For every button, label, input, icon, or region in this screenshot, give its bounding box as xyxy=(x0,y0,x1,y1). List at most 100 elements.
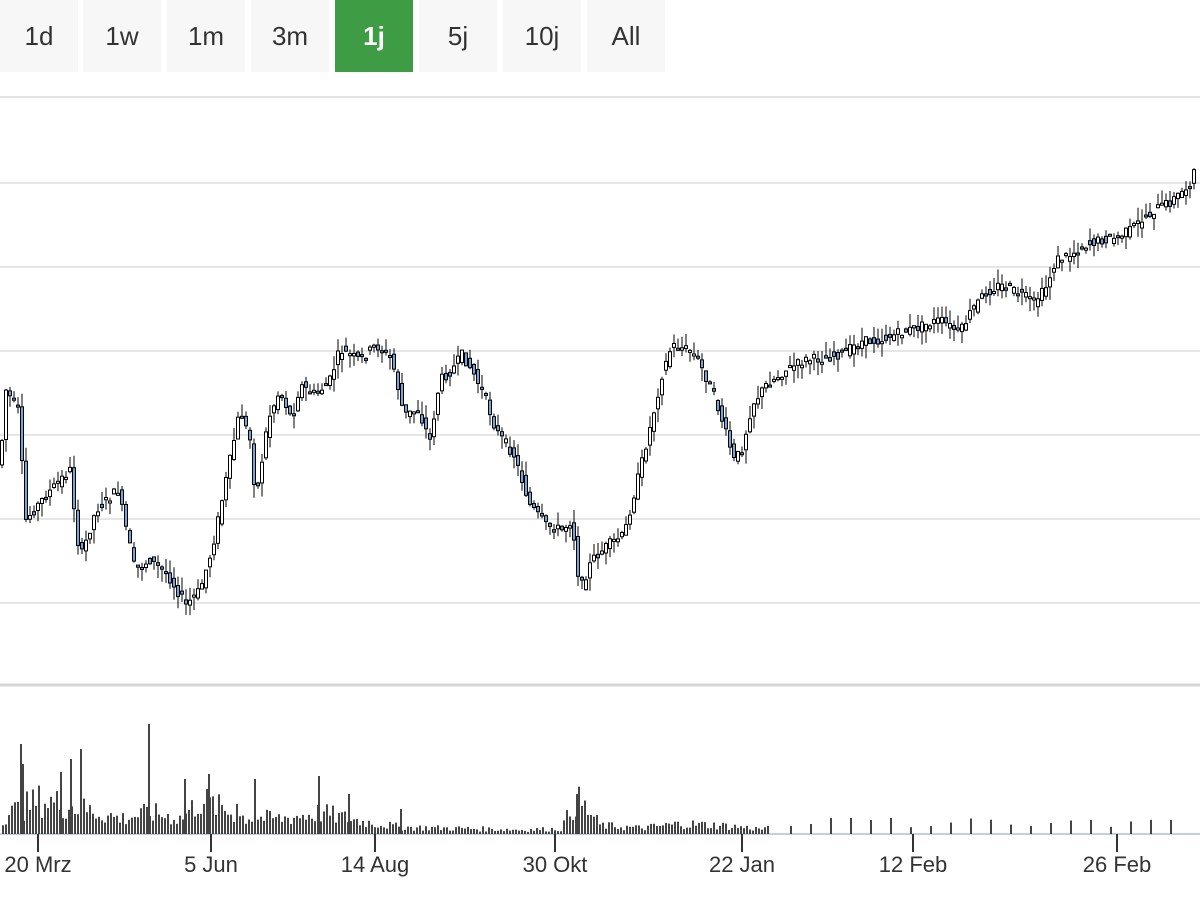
candle-body xyxy=(180,590,184,595)
volume-bar xyxy=(620,827,622,834)
candle-body xyxy=(332,369,336,380)
volume-bar xyxy=(80,749,82,834)
candle-body xyxy=(1172,196,1176,205)
candle-body xyxy=(716,400,720,412)
candle-body xyxy=(340,353,344,360)
candle-body xyxy=(1148,211,1152,217)
candle-body xyxy=(288,405,292,415)
volume-bar xyxy=(83,798,85,834)
volume-bar xyxy=(850,818,852,834)
volume-bar xyxy=(320,821,322,834)
candle-body xyxy=(588,562,592,579)
volume-bar xyxy=(110,813,112,834)
volume-bar xyxy=(632,826,634,834)
candle-body xyxy=(736,450,740,462)
candle-body xyxy=(512,447,516,458)
candle-body xyxy=(888,333,892,338)
candle-body xyxy=(808,360,812,365)
candle-body xyxy=(532,503,536,509)
volume-bar xyxy=(488,827,490,834)
candle-body xyxy=(108,500,112,504)
range-button-3m[interactable]: 3m xyxy=(251,0,329,72)
candle-body xyxy=(392,353,396,370)
candle-body xyxy=(252,443,256,485)
candle-body xyxy=(932,319,936,324)
volume-bar xyxy=(584,800,586,834)
volume-bar xyxy=(134,816,136,834)
range-button-10j[interactable]: 10j xyxy=(503,0,581,72)
volume-bar xyxy=(599,824,601,834)
candle-body xyxy=(1052,268,1056,273)
candle-body xyxy=(1140,221,1144,229)
candle-body xyxy=(872,337,876,344)
candle-body xyxy=(732,443,736,458)
candle-body xyxy=(792,365,796,371)
volume-bar xyxy=(239,816,241,834)
candle-body xyxy=(976,299,980,313)
candle-body xyxy=(236,416,240,440)
candle-body xyxy=(1056,255,1060,269)
volume-bar xyxy=(533,830,535,834)
candle-body xyxy=(660,378,664,396)
candle-body xyxy=(496,425,500,432)
volume-bar xyxy=(89,805,91,834)
volume-bar xyxy=(359,825,361,834)
volume-bar xyxy=(626,825,628,834)
candle-body xyxy=(900,334,904,339)
volume-bar xyxy=(476,829,478,834)
candle-body xyxy=(220,500,224,525)
candle-body xyxy=(948,323,952,329)
range-button-1d[interactable]: 1d xyxy=(0,0,78,72)
candle-body xyxy=(1116,235,1120,239)
volume-bar xyxy=(758,828,760,834)
candle-body xyxy=(116,492,120,496)
candle-body xyxy=(868,338,872,345)
candle-body xyxy=(148,557,152,565)
volume-bar xyxy=(653,823,655,834)
range-button-5j[interactable]: 5j xyxy=(419,0,497,72)
candle-body xyxy=(276,395,280,411)
volume-bar xyxy=(464,828,466,834)
candle-body xyxy=(1020,288,1024,293)
candle-body xyxy=(384,349,388,353)
volume-bar xyxy=(191,800,193,834)
volume-bar xyxy=(581,805,583,834)
candle-body xyxy=(320,389,324,395)
candle-body xyxy=(864,336,868,346)
range-button-all[interactable]: All xyxy=(587,0,665,72)
volume-bar xyxy=(509,830,511,834)
volume-bar xyxy=(611,822,613,834)
candle-body xyxy=(968,310,972,320)
volume-bar xyxy=(458,826,460,834)
candle-body xyxy=(740,452,744,456)
volume-bar xyxy=(530,828,532,834)
candle-body xyxy=(956,327,960,331)
candle-body xyxy=(448,371,452,377)
candle-body xyxy=(1088,240,1092,246)
candle-body xyxy=(720,405,724,422)
volume-bar xyxy=(221,805,223,834)
range-button-1m[interactable]: 1m xyxy=(167,0,245,72)
volume-bar xyxy=(164,818,166,834)
candle-body xyxy=(648,427,652,446)
candle-body xyxy=(8,390,12,397)
candle-body xyxy=(912,325,916,329)
candle-body xyxy=(188,599,192,606)
volume-bar xyxy=(734,824,736,834)
candle-body xyxy=(816,358,820,363)
volume-bar xyxy=(53,802,55,834)
candle-body xyxy=(0,440,4,466)
candle-body xyxy=(620,532,624,538)
candle-body xyxy=(832,351,836,357)
range-button-1j[interactable]: 1j xyxy=(335,0,413,72)
volume-bar xyxy=(416,827,418,834)
range-button-1w[interactable]: 1w xyxy=(83,0,161,72)
candle-body xyxy=(996,282,1000,291)
volume-bar xyxy=(1050,823,1052,834)
volume-bar xyxy=(32,789,34,834)
candle-body xyxy=(536,506,540,513)
candle-body xyxy=(604,543,608,554)
volume-bar xyxy=(362,820,364,834)
volume-bar xyxy=(107,815,109,834)
candle-body xyxy=(344,345,348,352)
